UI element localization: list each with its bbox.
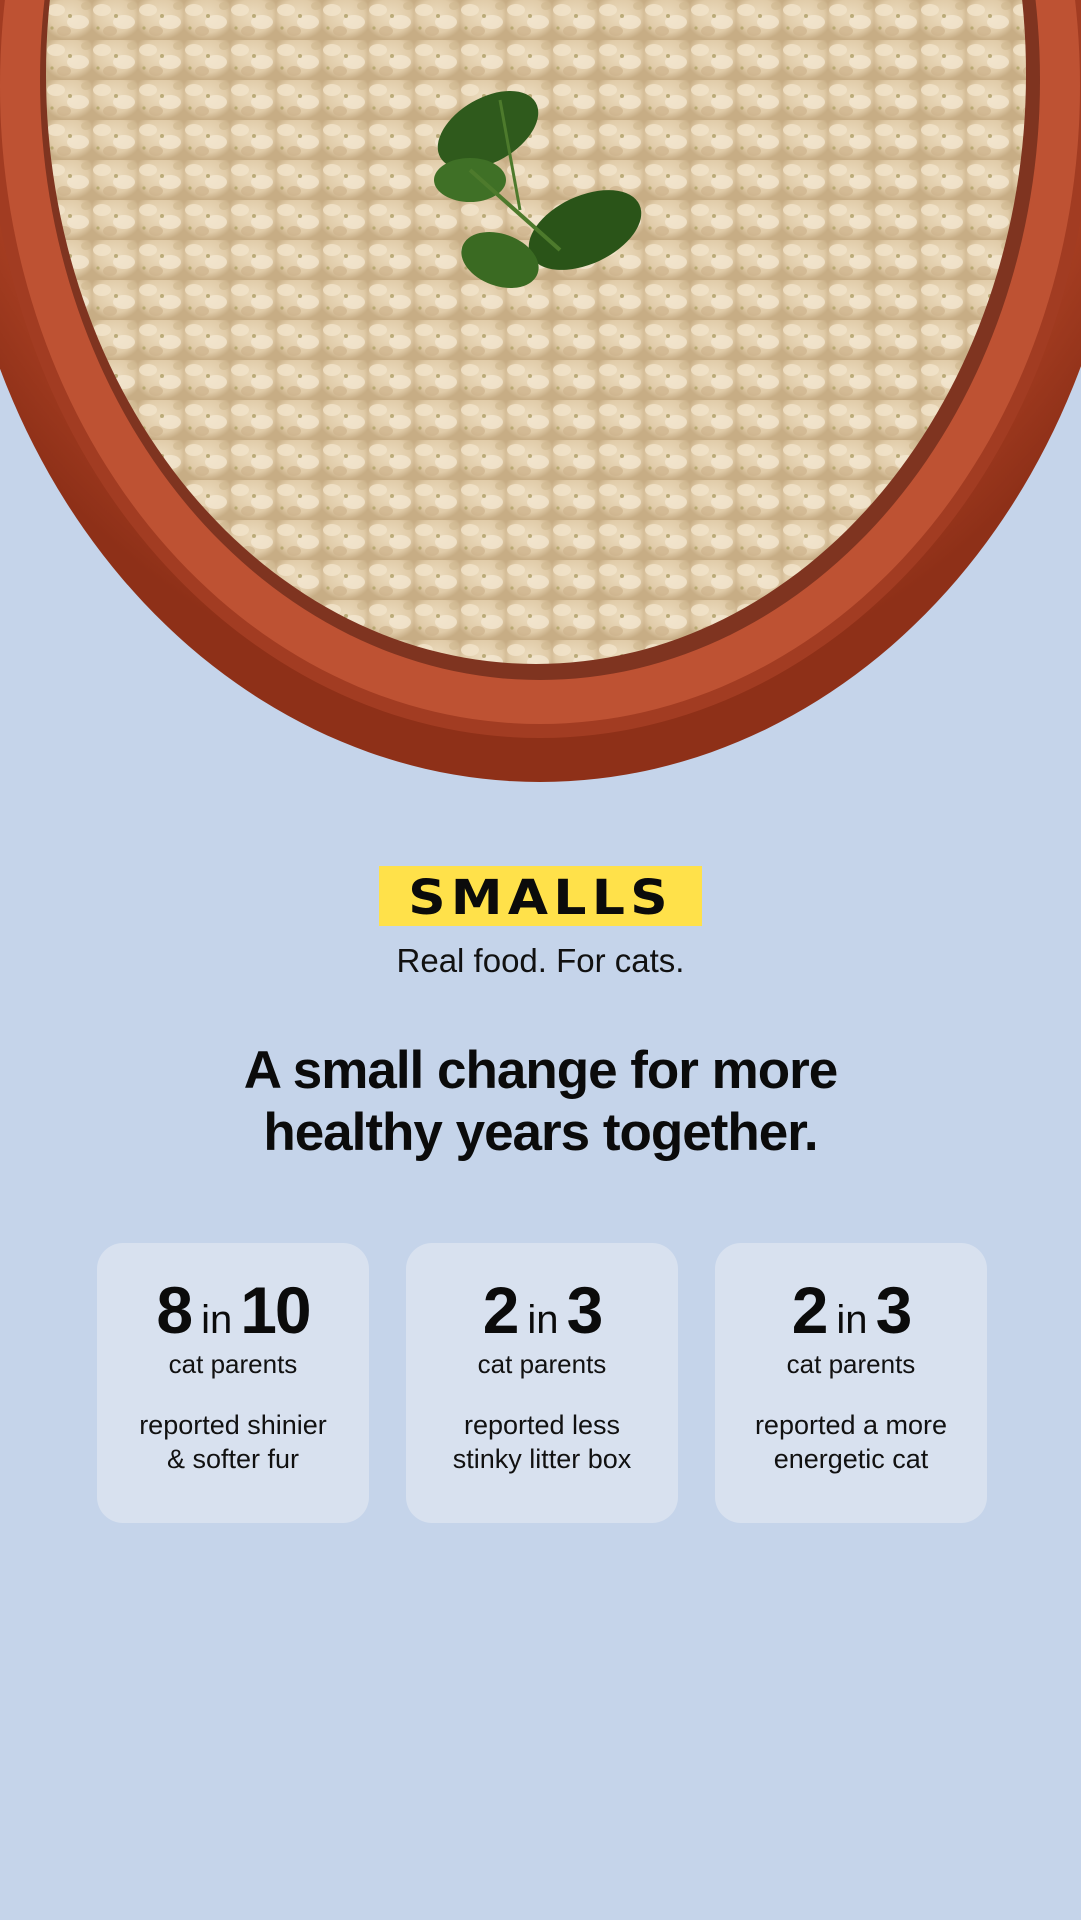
stat-description: reported less stinky litter box (406, 1408, 678, 1476)
headline: A small change for more healthy years to… (0, 1040, 1081, 1164)
parsley-garnish (434, 90, 642, 289)
stat-denominator: 3 (566, 1273, 604, 1347)
stat-subject: cat parents (168, 1349, 298, 1379)
tagline: Real food. For cats. (396, 942, 685, 979)
stat-description-line-1: reported shinier (139, 1410, 327, 1440)
stat-figure: 8 in 10 (97, 1275, 369, 1345)
stat-connector: in (201, 1298, 233, 1342)
stat-description-line-2: energetic cat (773, 1444, 929, 1474)
stat-card-litter: 2 in 3 cat parents reported less stinky li… (406, 1243, 678, 1523)
stat-description-line-2: stinky litter box (452, 1444, 632, 1474)
logo-text: SMALLS (408, 870, 673, 926)
stat-card-energy: 2 in 3 cat parents reported a more energet… (715, 1243, 987, 1523)
stat-description-line-1: reported a more (754, 1410, 948, 1440)
stat-figure: 2 in 3 (715, 1275, 987, 1345)
stat-subject: cat parents (477, 1349, 607, 1379)
stat-subject: cat parents (786, 1349, 916, 1379)
stat-description: reported a more energetic cat (715, 1408, 987, 1476)
hero-image (0, 0, 1081, 800)
stat-denominator: 3 (875, 1273, 913, 1347)
stat-connector: in (527, 1298, 559, 1342)
stat-connector: in (836, 1298, 868, 1342)
stats-row: 8 in 10 cat parents reported shinier & sof… (97, 1243, 987, 1523)
stat-denominator: 10 (240, 1273, 311, 1347)
stat-figure: 2 in 3 (406, 1275, 678, 1345)
headline-line-2: healthy years together. (263, 1103, 818, 1162)
headline-line-1: A small change for more (243, 1041, 839, 1100)
brand-block: SMALLS Real food. For cats. (0, 866, 1081, 980)
smalls-logo: SMALLS (379, 866, 702, 926)
stat-numerator: 8 (156, 1273, 193, 1347)
stat-description-line-1: reported less (463, 1410, 621, 1440)
stat-description: reported shinier & softer fur (97, 1408, 369, 1476)
stat-numerator: 2 (482, 1273, 520, 1347)
stat-card-fur: 8 in 10 cat parents reported shinier & sof… (97, 1243, 369, 1523)
stat-numerator: 2 (791, 1273, 829, 1347)
stat-description-line-2: & softer fur (166, 1444, 300, 1474)
